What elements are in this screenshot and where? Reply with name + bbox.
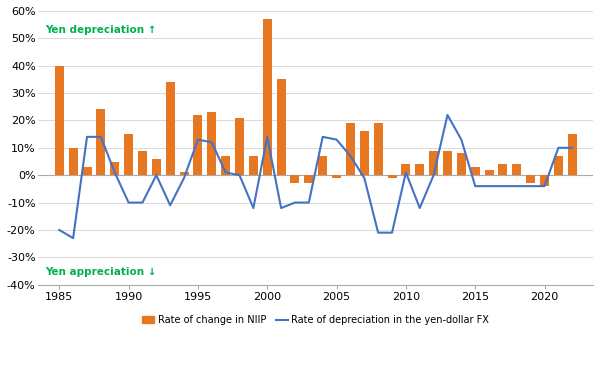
Bar — [332, 175, 341, 178]
Bar — [554, 156, 563, 175]
Bar — [512, 164, 521, 175]
Bar — [277, 79, 286, 175]
Bar — [82, 167, 92, 175]
Bar — [485, 170, 494, 175]
Bar — [360, 131, 369, 175]
Bar — [110, 161, 119, 175]
Bar — [124, 134, 133, 175]
Text: Yen appreciation ↓: Yen appreciation ↓ — [46, 268, 157, 277]
Bar — [457, 153, 466, 175]
Bar — [374, 123, 383, 175]
Bar — [290, 175, 299, 184]
Bar — [429, 150, 438, 175]
Bar — [471, 167, 480, 175]
Bar — [152, 159, 161, 175]
Bar — [401, 164, 410, 175]
Bar — [318, 156, 327, 175]
Bar — [443, 150, 452, 175]
Bar — [526, 175, 535, 184]
Bar — [138, 150, 147, 175]
Bar — [568, 134, 577, 175]
Bar — [388, 175, 397, 178]
Bar — [166, 82, 175, 175]
Bar — [97, 109, 106, 175]
Bar — [207, 112, 216, 175]
Bar — [179, 172, 188, 175]
Bar — [249, 156, 258, 175]
Bar — [499, 164, 508, 175]
Text: Yen depreciation ↑: Yen depreciation ↑ — [46, 25, 157, 35]
Bar — [221, 156, 230, 175]
Legend: Rate of change in NIIP, Rate of depreciation in the yen-dollar FX: Rate of change in NIIP, Rate of deprecia… — [139, 311, 493, 329]
Bar — [68, 148, 77, 175]
Bar — [235, 118, 244, 175]
Bar — [263, 19, 272, 175]
Bar — [55, 66, 64, 175]
Bar — [304, 175, 313, 184]
Bar — [415, 164, 424, 175]
Bar — [193, 115, 202, 175]
Bar — [540, 175, 549, 186]
Bar — [346, 123, 355, 175]
